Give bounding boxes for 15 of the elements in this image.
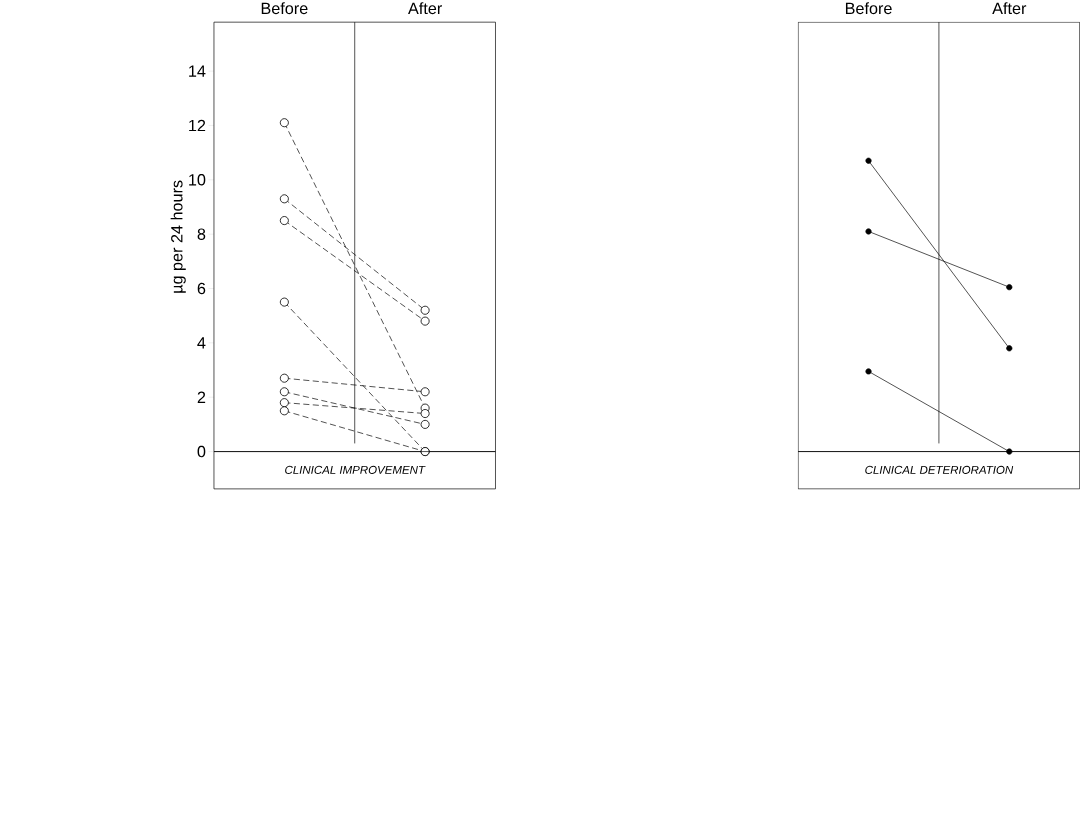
y-tick-label: 8 bbox=[197, 228, 206, 240]
x-tick-label: Before bbox=[261, 2, 308, 14]
y-axis-title: µg per 24 hours bbox=[170, 180, 186, 293]
x-tick-label: After bbox=[408, 2, 442, 14]
y-tick-label: 12 bbox=[189, 119, 206, 131]
y-tick-label: 4 bbox=[197, 337, 206, 349]
x-tick-label: Before bbox=[845, 2, 892, 14]
y-tick-label: 10 bbox=[189, 173, 206, 186]
x-tick-label: After bbox=[992, 2, 1027, 14]
x-axis-title: CLINICAL IMPROVEMENT bbox=[285, 465, 426, 474]
x-axis-title: CLINICAL DETERIORATION bbox=[865, 465, 1014, 474]
y-tick-label: 14 bbox=[189, 65, 206, 77]
y-tick-label: 2 bbox=[197, 391, 206, 403]
y-tick-label: 0 bbox=[197, 445, 206, 458]
y-tick-label: 6 bbox=[197, 282, 206, 295]
